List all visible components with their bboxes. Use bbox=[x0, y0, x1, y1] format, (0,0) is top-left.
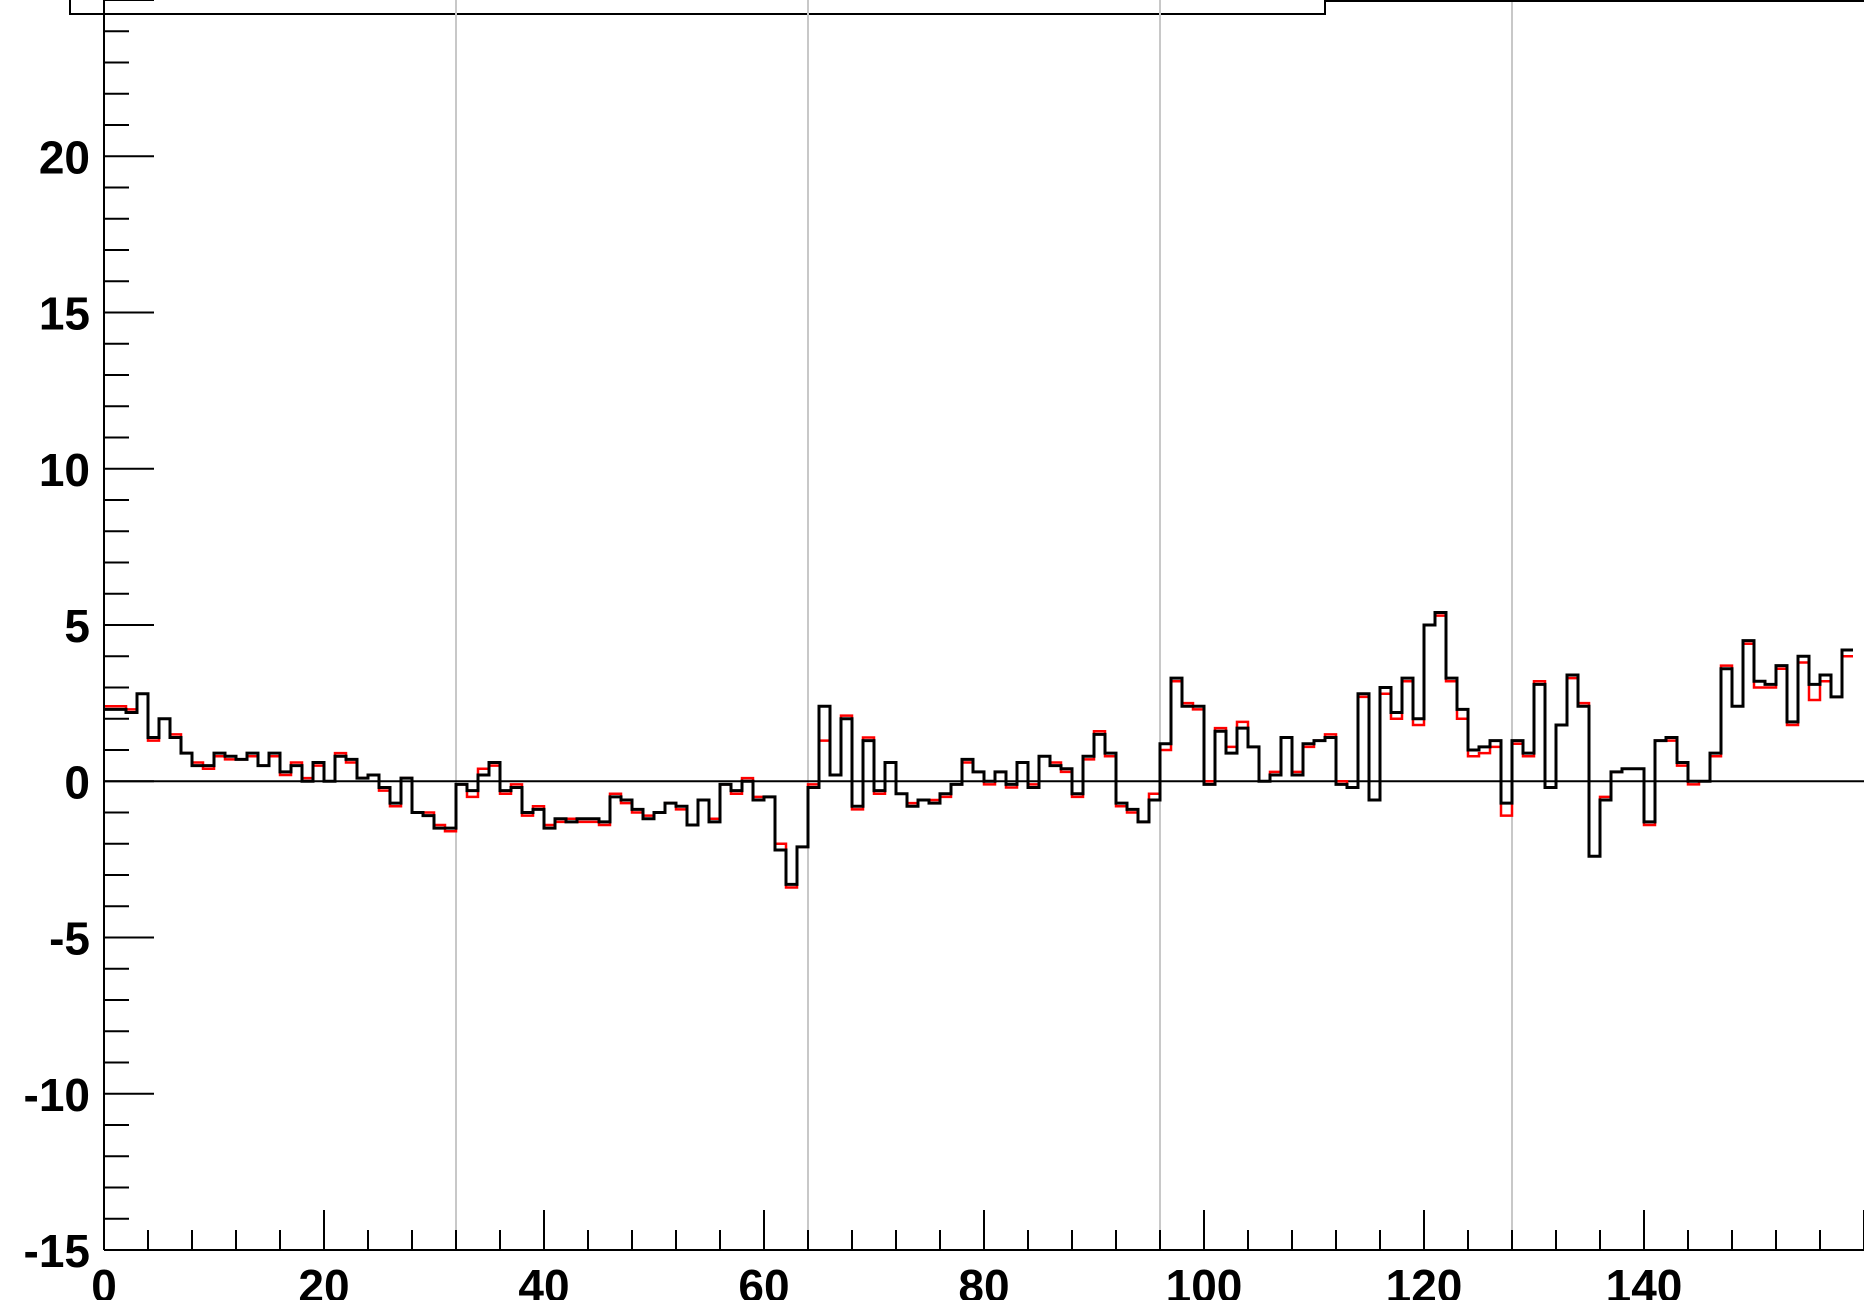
x-tick-label: 0 bbox=[91, 1260, 117, 1300]
y-tick-label: 10 bbox=[39, 444, 90, 496]
y-tick-label: 20 bbox=[39, 131, 90, 183]
x-tick-label: 40 bbox=[518, 1260, 569, 1300]
title-box bbox=[69, 0, 1326, 15]
x-tick-label: 20 bbox=[298, 1260, 349, 1300]
y-tick-label: 15 bbox=[39, 288, 90, 340]
x-tick-label: 100 bbox=[1166, 1260, 1243, 1300]
x-tick-label: 120 bbox=[1386, 1260, 1463, 1300]
y-ticks bbox=[104, 0, 154, 1251]
x-tick-label: 80 bbox=[958, 1260, 1009, 1300]
x-tick-labels: 0 20 40 60 80 100 120 140 bbox=[91, 1260, 1682, 1300]
gridlines bbox=[455, 0, 1513, 1250]
y-tick-label: -15 bbox=[24, 1225, 90, 1277]
y-tick-labels: -15 -10 -5 0 5 10 15 20 bbox=[24, 131, 90, 1277]
y-tick-label: -10 bbox=[24, 1069, 90, 1121]
y-tick-label: 5 bbox=[64, 600, 90, 652]
series-black-line bbox=[104, 611, 1853, 886]
x-ticks bbox=[103, 1210, 1864, 1250]
y-tick-label: -5 bbox=[49, 913, 90, 965]
series-layer bbox=[104, 611, 1853, 889]
y-tick-label: 0 bbox=[64, 756, 90, 808]
x-tick-label: 60 bbox=[738, 1260, 789, 1300]
x-tick-label: 140 bbox=[1606, 1260, 1683, 1300]
